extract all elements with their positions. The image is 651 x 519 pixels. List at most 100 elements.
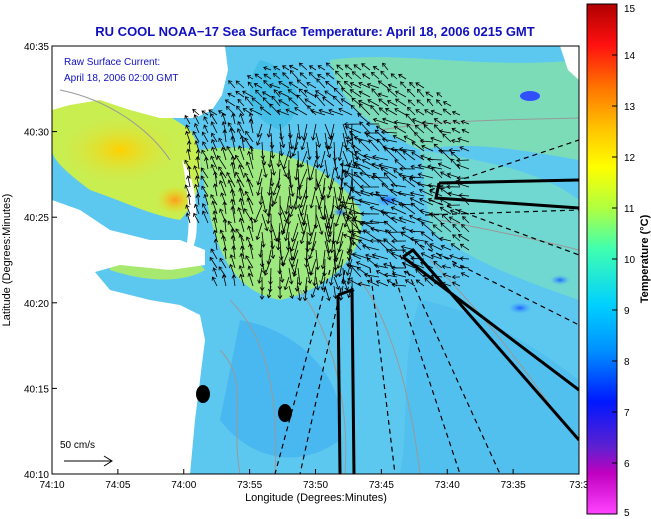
current-arrow — [256, 177, 263, 197]
current-arrow — [371, 88, 380, 98]
current-arrow — [397, 190, 416, 197]
current-arrow — [452, 263, 461, 269]
current-arrow — [278, 99, 290, 107]
current-arrow — [288, 123, 293, 139]
current-arrow — [415, 268, 425, 278]
current-arrow — [431, 232, 443, 242]
current-arrow — [390, 206, 407, 215]
x-tick-label: 73:45 — [369, 480, 394, 491]
current-arrow — [442, 101, 452, 107]
current-arrow — [195, 156, 200, 170]
current-arrow — [248, 242, 254, 260]
current-arrow — [236, 128, 245, 143]
current-arrow — [378, 107, 389, 116]
x-tick-label: 73:55 — [237, 480, 262, 491]
current-arrow — [324, 240, 332, 261]
current-arrow — [263, 258, 272, 276]
current-arrow — [237, 145, 245, 161]
current-arrow — [209, 256, 218, 269]
current-arrow — [270, 222, 279, 242]
current-arrow — [301, 204, 308, 227]
current-arrow — [433, 118, 443, 125]
current-arrow — [452, 234, 461, 242]
current-arrow — [211, 146, 218, 161]
current-arrow — [420, 231, 434, 242]
current-arrow — [309, 186, 317, 209]
plot-area: Raw Surface Current: April 18, 2006 02:0… — [52, 46, 579, 474]
current-arrow — [249, 216, 254, 233]
current-arrow — [298, 88, 308, 98]
current-arrow — [333, 159, 341, 180]
current-arrow — [383, 238, 398, 251]
current-arrow — [349, 82, 362, 89]
current-arrow — [363, 272, 380, 278]
current-arrow — [354, 150, 371, 161]
current-arrow — [349, 89, 362, 98]
current-arrow — [269, 132, 275, 149]
current-arrow — [457, 209, 470, 215]
current-arrow — [299, 186, 308, 209]
cool-spot — [550, 275, 570, 285]
current-arrow — [276, 109, 290, 116]
current-arrow — [288, 81, 299, 89]
current-arrow — [456, 175, 470, 181]
current-arrow — [450, 151, 461, 161]
current-arrow — [427, 164, 443, 170]
current-arrow — [340, 98, 353, 107]
current-arrow — [306, 213, 313, 237]
current-arrow — [230, 135, 236, 152]
current-arrow — [326, 177, 335, 199]
current-arrow — [337, 186, 344, 211]
current-arrow — [290, 222, 299, 243]
current-arrow — [319, 150, 326, 169]
current-arrow — [308, 65, 317, 71]
current-arrow — [291, 141, 299, 157]
current-arrow — [185, 204, 191, 215]
current-arrow — [370, 226, 389, 233]
current-arrow — [239, 252, 245, 269]
x-tick-label: 74:10 — [39, 480, 64, 491]
current-arrow — [245, 130, 254, 143]
current-arrow — [404, 279, 416, 287]
current-arrow — [257, 267, 263, 284]
current-arrow — [409, 191, 425, 197]
current-arrow — [361, 221, 380, 233]
current-arrow — [200, 167, 209, 179]
land-corner — [560, 46, 579, 80]
current-arrow — [315, 141, 320, 160]
current-arrow — [229, 254, 236, 269]
current-arrow — [375, 125, 389, 134]
current-arrow — [406, 88, 416, 98]
current-arrow — [213, 171, 218, 188]
current-arrow — [288, 177, 295, 198]
current-arrow — [227, 122, 236, 134]
chart-title: RU COOL NOAA−17 Sea Surface Temperature:… — [95, 24, 534, 39]
current-arrow — [460, 119, 470, 125]
x-axis: 74:10 74:05 74:00 73:55 73:50 73:45 73:40 73:35… — [39, 469, 589, 491]
current-arrow — [210, 155, 218, 170]
current-arrow — [226, 171, 236, 188]
current-arrow — [411, 118, 425, 125]
current-arrow — [218, 266, 227, 278]
current-arrow — [294, 107, 308, 116]
current-arrow — [289, 69, 299, 80]
current-arrow — [285, 231, 291, 251]
current-arrow — [418, 188, 434, 197]
x-tick-label: 73:3 — [569, 480, 589, 491]
current-arrow — [339, 162, 362, 170]
current-arrow — [213, 238, 219, 251]
current-arrow — [391, 216, 407, 224]
current-arrow — [421, 144, 434, 152]
current-arrow — [273, 65, 281, 71]
current-arrow — [263, 73, 272, 80]
current-arrow — [342, 276, 349, 291]
scale-label: 50 cm/s — [60, 440, 95, 451]
current-arrow — [242, 90, 254, 98]
current-arrow — [338, 285, 344, 301]
current-arrow — [249, 108, 263, 116]
current-arrow — [381, 183, 398, 197]
current-arrow — [212, 229, 218, 242]
current-arrow — [313, 168, 319, 191]
current-arrow — [462, 216, 470, 224]
